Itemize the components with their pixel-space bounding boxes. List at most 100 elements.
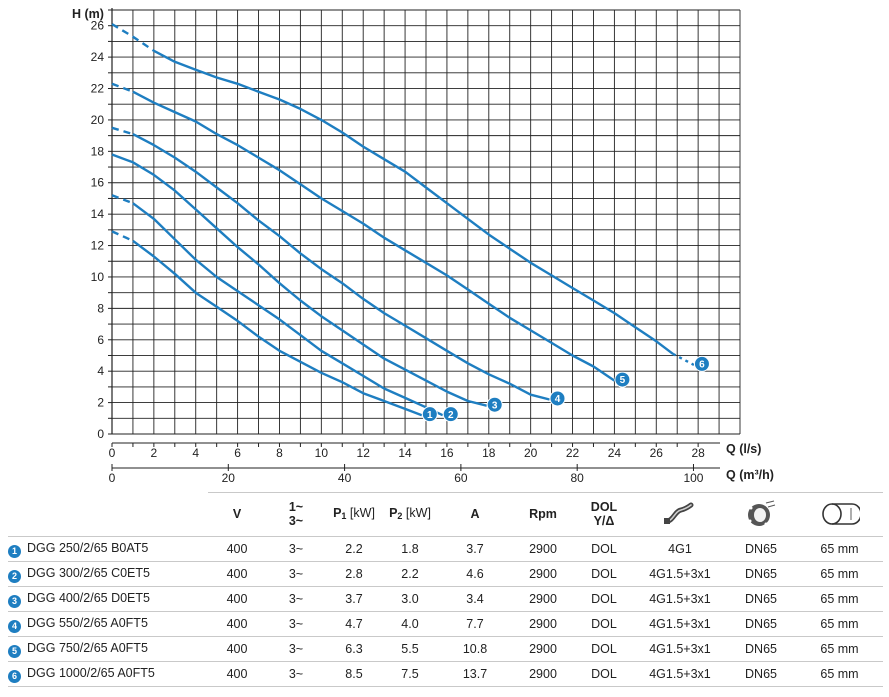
y-tick-label: 24 (91, 50, 105, 64)
spec-table: V 1~ 3~ P1 [kW] P2 [kW] A Rpm DOL Y/Δ (8, 492, 883, 687)
curve-4 (132, 133, 550, 401)
voltage-cell: 400 (208, 561, 266, 587)
start-cell: DOL (574, 586, 634, 612)
table-row: 2 DGG 300/2/65 C0ET5 400 3~ 2.8 2.2 4.6 2900 DOL… (8, 561, 883, 587)
phase-cell: 3~ (266, 661, 326, 687)
curve-badge-label: 4 (555, 394, 561, 405)
curve-badge (421, 406, 438, 423)
y-axis-label: H (m) (72, 7, 104, 21)
x2-axis-label: Q (m³/h) (726, 468, 774, 482)
model-cell: 6 DGG 1000/2/65 A0FT5 (8, 661, 208, 687)
y-tick-label: 0 (97, 427, 104, 441)
model-cell: 2 DGG 300/2/65 C0ET5 (8, 561, 208, 587)
table-header-rule (208, 492, 883, 493)
y-tick-label: 2 (97, 396, 104, 410)
y-tick-label: 16 (91, 176, 105, 190)
curve-dashed-start (111, 230, 134, 242)
table-row: 5 DGG 750/2/65 A0FT5 400 3~ 6.3 5.5 10.8 2900 DO… (8, 636, 883, 662)
x-tick-label: 20 (524, 446, 538, 460)
flange-outlet-icon (748, 500, 776, 526)
curve-badge (549, 390, 566, 407)
x-tick-label: 8 (276, 446, 283, 460)
x2-tick-label: 100 (683, 471, 703, 485)
p1-header-unit: [kW] (349, 505, 375, 520)
table-row: 1 DGG 250/2/65 B0AT5 400 3~ 2.2 1.8 3.7 2900 DOL… (8, 536, 883, 562)
x-tick-label: 26 (650, 446, 664, 460)
cable-cell: 4G1.5+3x1 (634, 661, 726, 687)
y-tick-label: 10 (91, 270, 105, 284)
x-tick-label: 0 (109, 446, 116, 460)
x-tick-label: 24 (608, 446, 622, 460)
p1-cell: 2.2 (326, 536, 382, 562)
p2-cell: 3.0 (382, 586, 438, 612)
model-name: DGG 300/2/65 C0ET5 (27, 565, 150, 580)
outlet-cell: DN65 (726, 611, 796, 637)
start-header-top: DOL (590, 500, 618, 514)
x-tick-label: 18 (482, 446, 496, 460)
table-header-row: V 1~ 3~ P1 [kW] P2 [kW] A Rpm DOL Y/Δ (8, 492, 883, 537)
curve-badge-label: 1 (427, 410, 433, 421)
phase-cell: 3~ (266, 611, 326, 637)
x-tick-label: 10 (315, 446, 329, 460)
curve-dashed-start (111, 194, 134, 205)
table-row: 3 DGG 400/2/65 D0ET5 400 3~ 3.7 3.0 3.4 2900 DOL… (8, 586, 883, 612)
p2-header: P2 [kW] (382, 492, 438, 537)
p2-cell: 7.5 (382, 661, 438, 687)
passage-cell: 65 mm (796, 661, 883, 687)
voltage-cell: 400 (208, 536, 266, 562)
x2-tick-label: 20 (222, 471, 236, 485)
cable-cell: 4G1.5+3x1 (634, 636, 726, 662)
model-cell: 5 DGG 750/2/65 A0FT5 (8, 636, 208, 662)
outlet-cell: DN65 (726, 561, 796, 587)
p1-cell: 3.7 (326, 586, 382, 612)
phase-header-top: 1~ (288, 500, 304, 514)
chart-grid (111, 9, 741, 435)
curve-dashed-start (111, 126, 134, 136)
x-tick-label: 28 (691, 446, 705, 460)
y-tick-label: 26 (91, 19, 105, 33)
current-cell: 4.6 (438, 561, 512, 587)
rpm-cell: 2900 (512, 536, 574, 562)
p1-header-label: P (333, 505, 342, 520)
model-name: DGG 400/2/65 D0ET5 (27, 590, 150, 605)
model-name: DGG 1000/2/65 A0FT5 (27, 665, 155, 680)
curve-badge-label: 6 (699, 360, 705, 371)
current-header: A (470, 507, 480, 521)
table-row: 4 DGG 550/2/65 A0FT5 400 3~ 4.7 4.0 7.7 2900 DOL… (8, 611, 883, 637)
p2-cell: 1.8 (382, 536, 438, 562)
current-cell: 7.7 (438, 611, 512, 637)
voltage-cell: 400 (208, 611, 266, 637)
curve-badge-label: 2 (448, 410, 454, 421)
phase-cell: 3~ (266, 536, 326, 562)
model-name: DGG 250/2/65 B0AT5 (27, 540, 149, 555)
passage-header (796, 492, 883, 537)
passage-cell: 65 mm (796, 536, 883, 562)
solids-passage-icon (821, 503, 860, 525)
curve-badge (486, 396, 503, 413)
phase-header-bottom: 3~ (288, 514, 304, 528)
x-axis-label: Q (l/s) (726, 442, 761, 456)
y-tick-label: 12 (91, 239, 105, 253)
row-badge: 5 (8, 644, 21, 658)
cable-cell: 4G1.5+3x1 (634, 586, 726, 612)
outlet-cell: DN65 (726, 536, 796, 562)
phase-header: 1~ 3~ (266, 492, 326, 537)
outlet-cell: DN65 (726, 586, 796, 612)
p2-header-label: P (389, 505, 398, 520)
start-cell: DOL (574, 661, 634, 687)
cable-cell: 4G1 (634, 536, 726, 562)
p1-cell: 2.8 (326, 561, 382, 587)
passage-cell: 65 mm (796, 611, 883, 637)
row-badge: 1 (8, 544, 21, 558)
voltage-cell: 400 (208, 661, 266, 687)
x2-tick-label: 60 (454, 471, 468, 485)
x2-tick-label: 40 (338, 471, 352, 485)
curve-badge (614, 371, 631, 388)
y-tick-label: 4 (97, 364, 104, 378)
rpm-cell: 2900 (512, 561, 574, 587)
model-cell: 3 DGG 400/2/65 D0ET5 (8, 586, 208, 612)
model-name: DGG 750/2/65 A0FT5 (27, 640, 148, 655)
p2-cell: 4.0 (382, 611, 438, 637)
curve-badge (442, 406, 459, 423)
x-tick-label: 14 (398, 446, 412, 460)
